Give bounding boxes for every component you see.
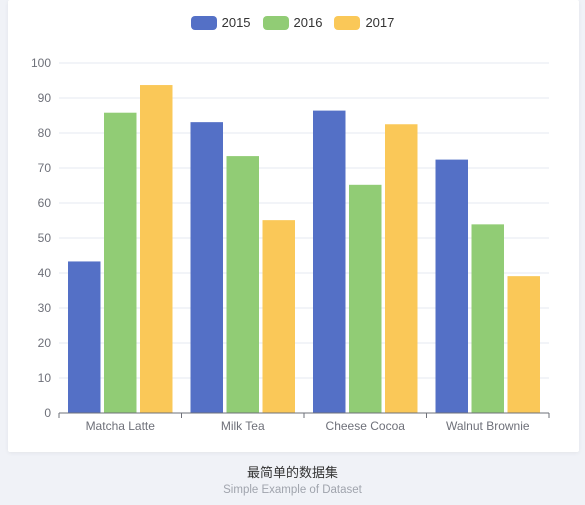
y-tick-label: 40 <box>38 266 52 280</box>
x-tick-label: Milk Tea <box>221 419 265 433</box>
legend-item-2017[interactable]: 2017 <box>334 15 394 30</box>
bar-2017-1 <box>262 220 295 413</box>
y-tick-label: 90 <box>38 91 52 105</box>
legend-label-2016: 2016 <box>293 15 323 30</box>
bar-2017-2 <box>385 124 418 413</box>
y-tick-label: 70 <box>38 161 52 175</box>
bar-2015-3 <box>435 159 468 413</box>
bar-chart: 0 10 20 30 40 50 60 70 80 90 100 Matcha Latte Milk T… <box>31 56 550 433</box>
legend-item-2016[interactable]: 2016 <box>262 15 323 30</box>
y-tick-label: 0 <box>44 406 51 420</box>
x-tick-label: Matcha Latte <box>86 419 156 433</box>
bar-2015-0 <box>68 261 101 413</box>
bar-2016-1 <box>226 156 259 413</box>
caption-title: 最简单的数据集 <box>246 466 338 481</box>
legend-label-2017: 2017 <box>365 15 395 30</box>
y-tick-label: 20 <box>38 336 52 350</box>
x-tick-label: Cheese Cocoa <box>326 419 406 433</box>
bar-2016-3 <box>471 224 504 413</box>
y-tick-label: 10 <box>38 371 52 385</box>
bar-2017-0 <box>140 85 173 414</box>
x-tick-label: Walnut Brownie <box>446 419 530 433</box>
y-tick-label: 100 <box>31 56 51 70</box>
legend-swatch-2017 <box>334 15 361 30</box>
y-tick-label: 30 <box>38 301 52 315</box>
y-tick-label: 50 <box>38 231 52 245</box>
legend-item-2015[interactable]: 2015 <box>190 15 251 30</box>
bar-2016-2 <box>349 184 382 413</box>
y-tick-label: 60 <box>38 196 52 210</box>
legend-swatch-2016 <box>262 15 289 30</box>
caption-subtitle: Simple Example of Dataset <box>223 484 362 496</box>
y-tick-label: 80 <box>38 126 52 140</box>
legend-label-2015: 2015 <box>221 15 251 30</box>
legend-swatch-2015 <box>190 15 217 30</box>
bar-2015-2 <box>313 110 346 413</box>
bar-2017-3 <box>507 276 540 413</box>
bar-2015-1 <box>190 122 223 414</box>
bar-2016-0 <box>104 112 137 413</box>
chart-legend: 2015 2016 2017 <box>0 15 585 30</box>
